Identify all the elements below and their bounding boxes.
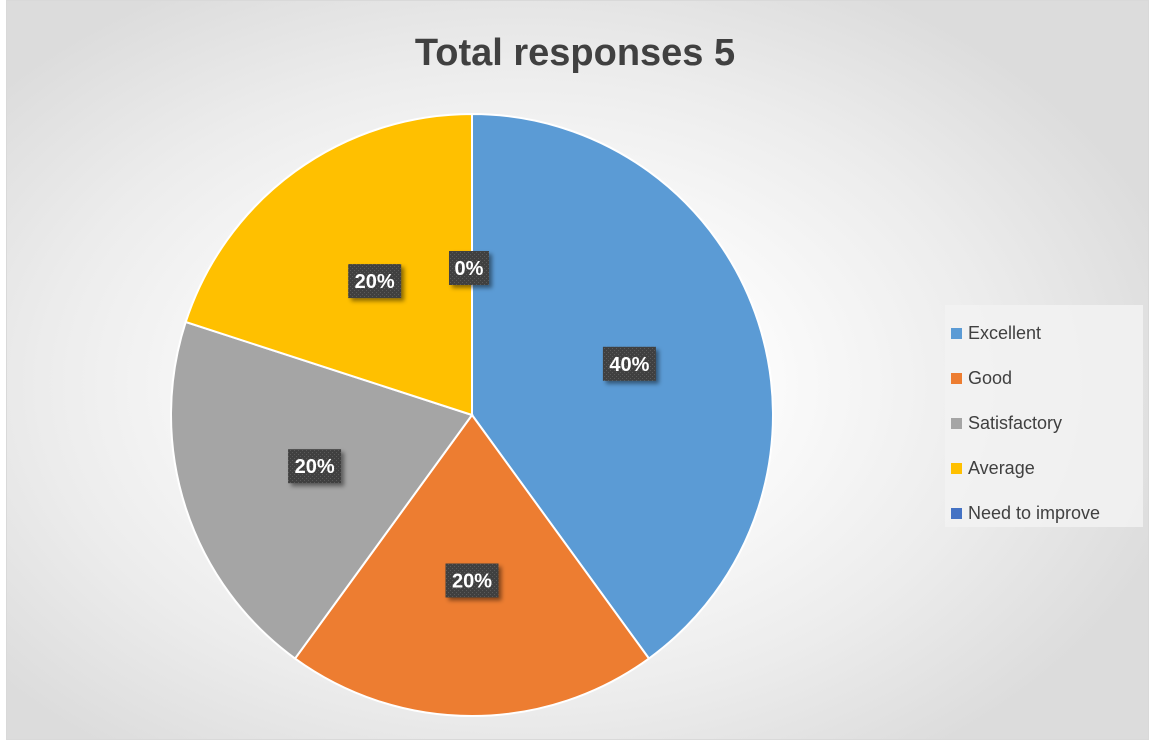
data-label-satisfactory: 20% — [288, 449, 342, 484]
data-label-text: 20% — [295, 456, 335, 478]
data-label-box — [449, 251, 489, 285]
data-label-need-to-improve: 0% — [449, 251, 489, 285]
data-label-good: 20% — [445, 563, 499, 598]
data-label-excellent: 40% — [602, 346, 656, 381]
legend-swatch-average — [951, 463, 962, 474]
data-label-text: 0% — [455, 258, 484, 280]
data-label-box — [602, 346, 656, 381]
legend-label: Good — [968, 368, 1013, 388]
legend-item-need-to-improve: Need to improve — [945, 491, 1143, 536]
legend-swatch-good — [951, 373, 962, 384]
data-label-text: 40% — [609, 354, 649, 376]
legend-swatch-excellent — [951, 328, 962, 339]
data-label-box — [348, 264, 402, 299]
legend-label: Average — [968, 458, 1035, 478]
legend-label: Satisfactory — [968, 413, 1063, 433]
legend-item-average: Average — [945, 446, 1143, 491]
legend-item-satisfactory: Satisfactory — [945, 401, 1143, 446]
pie-slice-average — [184, 112, 473, 417]
legend: Excellent Good Satisfactory Average Need… — [945, 305, 1143, 527]
chart-title: Total responses 5 — [414, 32, 736, 74]
data-label-text: 20% — [452, 571, 492, 593]
data-label-average: 20% — [348, 264, 402, 299]
data-label-text: 20% — [355, 271, 395, 293]
legend-swatch-need-to-improve — [951, 508, 962, 519]
pie-slices — [170, 112, 774, 717]
data-label-box — [288, 449, 342, 484]
legend-item-good: Good — [945, 356, 1143, 401]
legend-label: Need to improve — [968, 503, 1101, 523]
data-label-box — [445, 563, 499, 598]
pie-slice-excellent — [471, 112, 774, 660]
legend-label: Excellent — [968, 323, 1042, 343]
legend-item-excellent: Excellent — [945, 311, 1143, 356]
legend-swatch-satisfactory — [951, 418, 962, 429]
pie-data-labels: 40% 20% 20% 20% 0% — [288, 251, 656, 598]
pie-slice-satisfactory — [170, 320, 474, 660]
